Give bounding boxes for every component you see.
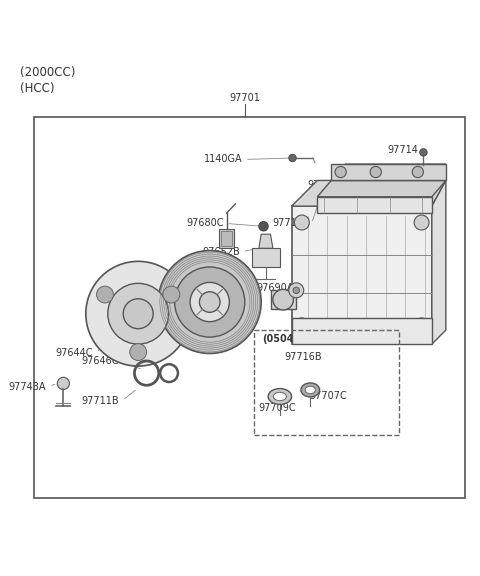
Text: 97701: 97701 (229, 93, 260, 103)
Bar (35, 118, 465, 498)
Text: 97707C: 97707C (309, 392, 347, 401)
Bar (331, 164, 446, 180)
Ellipse shape (301, 383, 320, 397)
Text: 97714: 97714 (387, 145, 418, 155)
Ellipse shape (305, 386, 315, 393)
Text: 97643E: 97643E (114, 323, 151, 333)
Polygon shape (252, 248, 280, 267)
Circle shape (294, 215, 309, 230)
Text: 97743A: 97743A (9, 382, 46, 392)
Circle shape (289, 283, 304, 298)
Text: 97711B: 97711B (81, 396, 119, 406)
Text: 97709C: 97709C (259, 403, 297, 413)
Bar (291, 319, 432, 344)
Circle shape (175, 267, 245, 337)
Circle shape (200, 291, 220, 312)
Text: 97646: 97646 (182, 302, 213, 312)
Circle shape (414, 215, 429, 230)
Circle shape (335, 166, 346, 177)
Ellipse shape (268, 389, 291, 404)
Polygon shape (432, 180, 446, 344)
Circle shape (86, 262, 191, 366)
Text: 97652B: 97652B (203, 247, 240, 256)
Circle shape (294, 318, 309, 333)
Circle shape (273, 289, 293, 310)
Circle shape (370, 166, 381, 177)
Text: 97710C: 97710C (273, 218, 310, 229)
Circle shape (130, 344, 146, 361)
Text: 97644C: 97644C (55, 347, 93, 358)
Circle shape (190, 282, 229, 321)
Circle shape (293, 287, 300, 294)
Circle shape (412, 166, 423, 177)
Circle shape (96, 286, 113, 303)
Circle shape (289, 154, 296, 162)
Circle shape (414, 318, 429, 333)
Polygon shape (259, 234, 273, 248)
Circle shape (57, 377, 70, 389)
Text: 97680C: 97680C (186, 218, 224, 229)
Polygon shape (331, 164, 446, 180)
Circle shape (420, 149, 427, 156)
Bar (271, 290, 296, 309)
Text: 97716B: 97716B (285, 352, 322, 362)
Polygon shape (291, 180, 446, 206)
Polygon shape (317, 180, 446, 197)
Text: 97690A: 97690A (256, 283, 294, 293)
Circle shape (259, 222, 268, 231)
Circle shape (108, 283, 168, 344)
Ellipse shape (273, 392, 287, 401)
Text: (2000CC): (2000CC) (20, 66, 76, 79)
Bar (221, 231, 232, 246)
Circle shape (163, 286, 180, 303)
Text: (HCC): (HCC) (20, 82, 55, 95)
Bar (219, 229, 234, 248)
Text: (050401-050701): (050401-050701) (262, 335, 356, 344)
Text: 97717: 97717 (307, 180, 338, 190)
Circle shape (123, 299, 153, 329)
Bar (291, 206, 432, 344)
Text: 97646C: 97646C (81, 357, 119, 366)
Circle shape (158, 251, 261, 354)
Bar (254, 330, 399, 435)
Bar (317, 197, 432, 213)
Text: 1140GA: 1140GA (204, 154, 242, 164)
